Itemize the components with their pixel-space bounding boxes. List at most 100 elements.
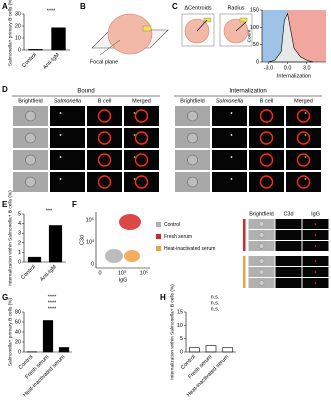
y-tick-label: 0 (18, 259, 21, 265)
cell-image (275, 230, 302, 240)
legend-swatch (156, 222, 161, 227)
cell-outline (258, 243, 265, 249)
bar (58, 347, 70, 353)
cell-image (124, 128, 159, 148)
y-tick-label: 10 (15, 35, 21, 41)
y-tick-label: 20 (15, 339, 21, 345)
panel-letter: G (2, 293, 8, 302)
y-tick-label: 3 (18, 231, 21, 237)
cell-ring (296, 153, 311, 167)
annotation: n.s. (211, 294, 220, 300)
schematic-b (91, 13, 169, 56)
cell-ring (296, 109, 311, 123)
panel-letter: F (72, 200, 77, 209)
signal (314, 271, 317, 273)
bar (205, 345, 217, 353)
column-header: Salmonella (54, 98, 81, 104)
bar (27, 256, 42, 263)
cell-image (286, 172, 321, 192)
population (124, 250, 140, 262)
cell-image (275, 241, 302, 251)
cell-image (50, 172, 85, 192)
y-tick-label: 0 (256, 59, 259, 65)
cell-ring (134, 175, 149, 189)
y-tick-label: 4 (18, 221, 21, 227)
cell-outline (258, 269, 265, 275)
y-tick-label: 0 (180, 349, 183, 355)
column-header: B cell (260, 98, 273, 104)
cell-image (87, 172, 122, 192)
column-header: Brightfield (18, 98, 42, 104)
cell-image (124, 172, 159, 192)
x-tick-label: 10⁵ (140, 269, 148, 276)
cell-image (249, 106, 284, 126)
annotation: **** (48, 306, 57, 312)
column-header: Merged (294, 98, 313, 104)
y-axis-label: Salmonella+ primary B cells (%) (7, 298, 13, 367)
y-axis-label: C3d (79, 235, 85, 245)
signal (314, 245, 317, 247)
bacterium (133, 112, 136, 114)
x-tick-label: 0.0 (284, 65, 292, 71)
cell-ring (134, 131, 149, 145)
cell-image (212, 172, 247, 192)
cell-image (212, 106, 247, 126)
y-tick-label: 100 (250, 25, 259, 31)
cell-outline (258, 280, 265, 286)
y-tick-label: 15 (177, 309, 183, 315)
x-tick-label: Control (21, 52, 38, 69)
cell-ring (296, 175, 311, 189)
cell-outline (25, 176, 36, 188)
column-header: Brightfield (249, 211, 273, 217)
column-header: IgG (311, 211, 320, 217)
cell-ring (259, 109, 274, 123)
x-tick-label: Anti-IgM (42, 52, 61, 71)
arrow (196, 19, 208, 32)
histogram (268, 12, 314, 63)
cell-image (275, 278, 302, 288)
y-axis-label: Internalization within Salmonella+ B cel… (7, 190, 13, 286)
cell-ring (134, 153, 149, 167)
y-tick-label: 0 (91, 261, 94, 267)
signal (314, 260, 317, 262)
bacterium (230, 156, 233, 158)
bacterium (59, 178, 62, 180)
population (105, 249, 123, 263)
signal (314, 223, 317, 225)
cell-ring (97, 175, 112, 189)
b-label: Focal plane (90, 59, 118, 65)
bacterium (230, 178, 233, 180)
y-axis-label: Count (246, 29, 252, 42)
cell-image (249, 150, 284, 170)
cell-image (50, 106, 85, 126)
bacterium (59, 112, 62, 114)
column-header: C3d (283, 211, 293, 217)
x-tick-label: 3.0 (303, 65, 311, 71)
cell-outline (25, 110, 36, 122)
cell-ring (134, 109, 149, 123)
bacterium (59, 134, 62, 136)
bacterium (304, 134, 307, 136)
y-tick-label: 20 (15, 23, 21, 29)
legend-label: Fresh serum (164, 234, 192, 240)
y-tick-label: 5 (180, 336, 183, 342)
arrow (235, 21, 247, 32)
cell-image (275, 267, 302, 277)
cell-image (249, 128, 284, 148)
cell-image (87, 150, 122, 170)
cell-outline (187, 154, 198, 166)
cell-image (275, 219, 302, 229)
panel-f: Control Fresh serum Heat-inactivated serum… (79, 211, 329, 288)
group-bar (243, 219, 246, 251)
y-tick-label: 0 (18, 349, 21, 355)
legend-swatch (156, 234, 161, 239)
bar (42, 320, 54, 353)
cell-image (124, 150, 159, 170)
y-tick-label: 10⁵ (86, 216, 94, 223)
bacterium (239, 17, 248, 23)
annotation: *** (46, 208, 53, 214)
annotation: n.s. (211, 306, 220, 312)
cell-outline (25, 132, 36, 144)
cell-ring (296, 131, 311, 145)
